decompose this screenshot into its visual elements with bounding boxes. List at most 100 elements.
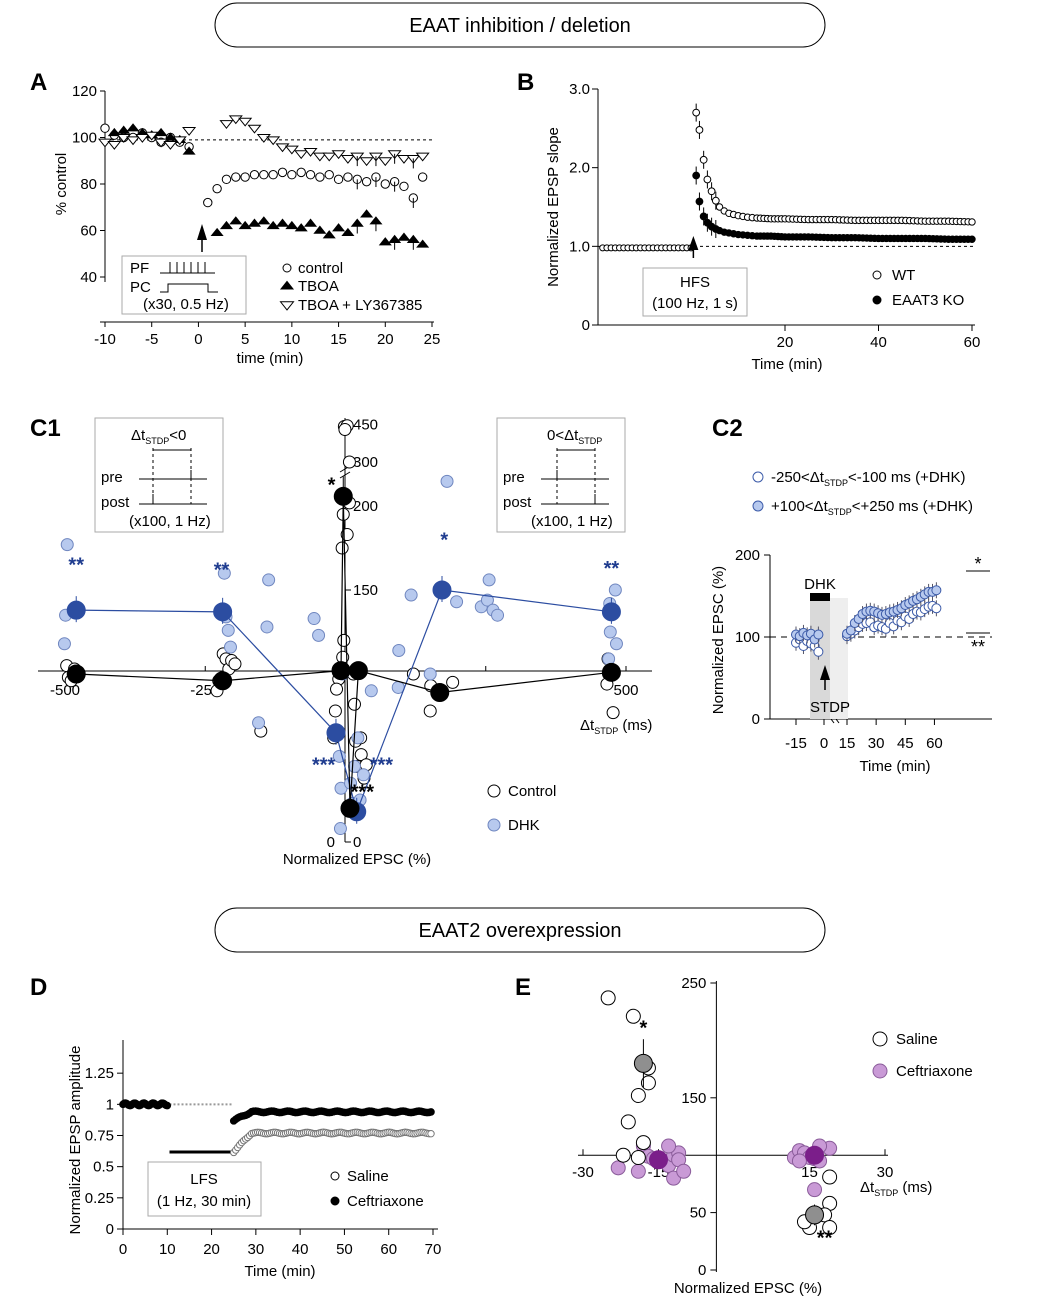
- top-banner: [214, 2, 826, 48]
- panel-c1-dhk-point: [392, 643, 406, 657]
- panel-d-ytick-label: 0.5: [93, 1159, 114, 1176]
- panel-c2-legend-pos-part: STDP: [828, 507, 852, 517]
- panel-c1-inset-pos-note: (x100, 1 Hz): [531, 513, 613, 530]
- panel-e-legend-ceft-marker: [872, 1063, 888, 1079]
- panel-a-xtick-label: 0: [194, 331, 202, 348]
- panel-e-ceft-point: [610, 1160, 626, 1176]
- panel-c1-ytick-label: 450: [353, 417, 378, 434]
- panel-e-ytick-label: 150: [681, 1090, 706, 1107]
- panel-d-legend-saline-marker: [330, 1171, 340, 1181]
- panel-c1-dhk-point: [609, 637, 623, 651]
- panel-a-legend-tboa-ly-marker: [279, 301, 295, 311]
- panel-c2-legend-neg-part: <-100 ms (+DHK): [848, 469, 966, 486]
- panel-b-ytick-label: 1.0: [569, 238, 590, 255]
- panel-e-xtick-label: -30: [572, 1164, 594, 1181]
- panel-d-ytick-label: 0.25: [85, 1190, 114, 1207]
- panel-a-tboa-point: [341, 227, 355, 237]
- panel-c1-dhk-point: [60, 538, 74, 552]
- panel-c1-sig-star: **: [604, 558, 620, 580]
- panel-a-tboa-point: [229, 216, 243, 225]
- panel-c1-dhk-point: [260, 620, 274, 634]
- panel-e-saline-point: [630, 1088, 646, 1104]
- panel-a-ytick-label: 60: [80, 223, 97, 240]
- panel-c1-dhk-point: [347, 759, 361, 773]
- panel-c1-dhk-point: [450, 595, 464, 609]
- panel-c2-ytick-label: 0: [752, 711, 760, 728]
- panel-a-control-point: [277, 167, 288, 178]
- panel-c2-neg-point: [813, 646, 824, 657]
- panel-d-xlabel: Time (min): [244, 1263, 315, 1280]
- panel-c2-legend-pos: +100<ΔtSTDP<+250 ms (+DHK): [771, 498, 973, 517]
- panel-a-tboa-point: [285, 220, 299, 230]
- panel-a-control-point: [240, 172, 250, 182]
- panel-b-wt-point: [692, 108, 701, 117]
- panel-a-tboa-ly-point: [331, 150, 346, 160]
- panel-b-ko-point: [695, 197, 704, 206]
- panel-a-tboa-point: [117, 125, 131, 134]
- panel-c2-sig-top: *: [974, 554, 981, 574]
- panel-a-tboa-ly-point: [359, 157, 374, 167]
- panel-c1-xlabel-part: Δt: [580, 717, 595, 734]
- panel-b-ytick-label: 3.0: [569, 81, 590, 98]
- panel-c2-dhk-bar: [810, 593, 830, 601]
- panel-a-tboa-point: [304, 218, 318, 227]
- panel-c1-control-mean: [213, 671, 233, 691]
- panel-a-tboa-ly-point: [284, 145, 299, 155]
- panel-c1-ytick-label: 0: [353, 834, 361, 851]
- panel-e-saline-mean: [805, 1205, 825, 1225]
- panel-d-xtick-label: 0: [119, 1241, 127, 1258]
- panel-a-ytick-label: 120: [72, 83, 97, 100]
- panel-b-xtick-label: 20: [777, 334, 794, 351]
- panel-c2-legend-neg: -250<ΔtSTDP<-100 ms (+DHK): [771, 469, 966, 488]
- panel-c2-legend-neg-marker: [752, 471, 764, 483]
- panel-e-sig-star: *: [640, 1018, 648, 1040]
- panel-e-ceft-point: [676, 1163, 692, 1179]
- panel-a-control-point: [324, 170, 334, 180]
- panel-c1-control-mean-line: [76, 496, 612, 809]
- panel-a-ytick-label: 40: [80, 269, 97, 286]
- panel-e-ceft-mean: [649, 1150, 668, 1170]
- panel-c1-inset-neg-title-part: STDP: [145, 436, 169, 446]
- panel-a-control-point: [100, 123, 110, 133]
- panel-e-xlabel-part: (ms): [898, 1179, 932, 1196]
- panel-c1-legend-control-marker: [487, 784, 501, 798]
- panel-a-tboa-ly-point: [322, 152, 337, 162]
- panel-a-control-point: [203, 197, 213, 208]
- panel-c2-ylabel: Normalized EPSC (%): [710, 566, 727, 714]
- panel-a-tboa-ly-point: [303, 147, 318, 157]
- panel-c1-control-point: [342, 455, 356, 469]
- panel-c2-shade-light: [830, 598, 848, 719]
- panel-c1-xlabel: ΔtSTDP (ms): [580, 717, 652, 736]
- panel-e-xlabel-part: STDP: [874, 1188, 898, 1198]
- panel-a-control-point: [315, 172, 325, 182]
- panel-c1-dhk-point: [423, 667, 437, 681]
- panel-c1-dhk-point: [252, 716, 266, 730]
- panel-a-control-point: [380, 179, 390, 189]
- panel-e-saline-point: [635, 1135, 651, 1151]
- panel-label-b: B: [517, 69, 534, 96]
- panel-c1-dhk-point: [223, 640, 237, 654]
- panel-c1-xlabel-part: (ms): [618, 717, 652, 734]
- panel-a-xtick-label: 5: [241, 331, 249, 348]
- panel-c1-control-point: [337, 633, 351, 647]
- panel-d-inset-line1: LFS: [190, 1171, 218, 1188]
- panel-a-tboa-point: [332, 223, 346, 232]
- panel-c1-legend-dhk: DHK: [508, 817, 540, 834]
- panel-a-inset-note: (x30, 0.5 Hz): [143, 296, 229, 313]
- panel-a-control-point: [343, 172, 353, 182]
- panel-c1-control-point: [328, 704, 342, 718]
- panel-c1-ylabel: Normalized EPSC (%): [283, 851, 431, 868]
- panel-a-tboa-point: [416, 239, 430, 248]
- panel-c1-control-mean: [348, 661, 368, 681]
- panel-d-legend-saline: Saline: [347, 1168, 389, 1185]
- panel-c1-sig-star: *: [328, 474, 336, 496]
- panel-b-xtick-label: 60: [964, 334, 981, 351]
- panel-c2-xtick-label: 45: [897, 735, 914, 752]
- panel-c2-pos-point: [931, 585, 942, 596]
- panel-e-xlabel-part: Δt: [860, 1179, 875, 1196]
- panel-a-tboa-ly-point: [163, 141, 178, 150]
- panel-c1-dhk-point: [307, 612, 321, 626]
- panel-c2-stdp-arrow-head: [820, 665, 830, 680]
- panel-a-tboa-point: [378, 237, 392, 246]
